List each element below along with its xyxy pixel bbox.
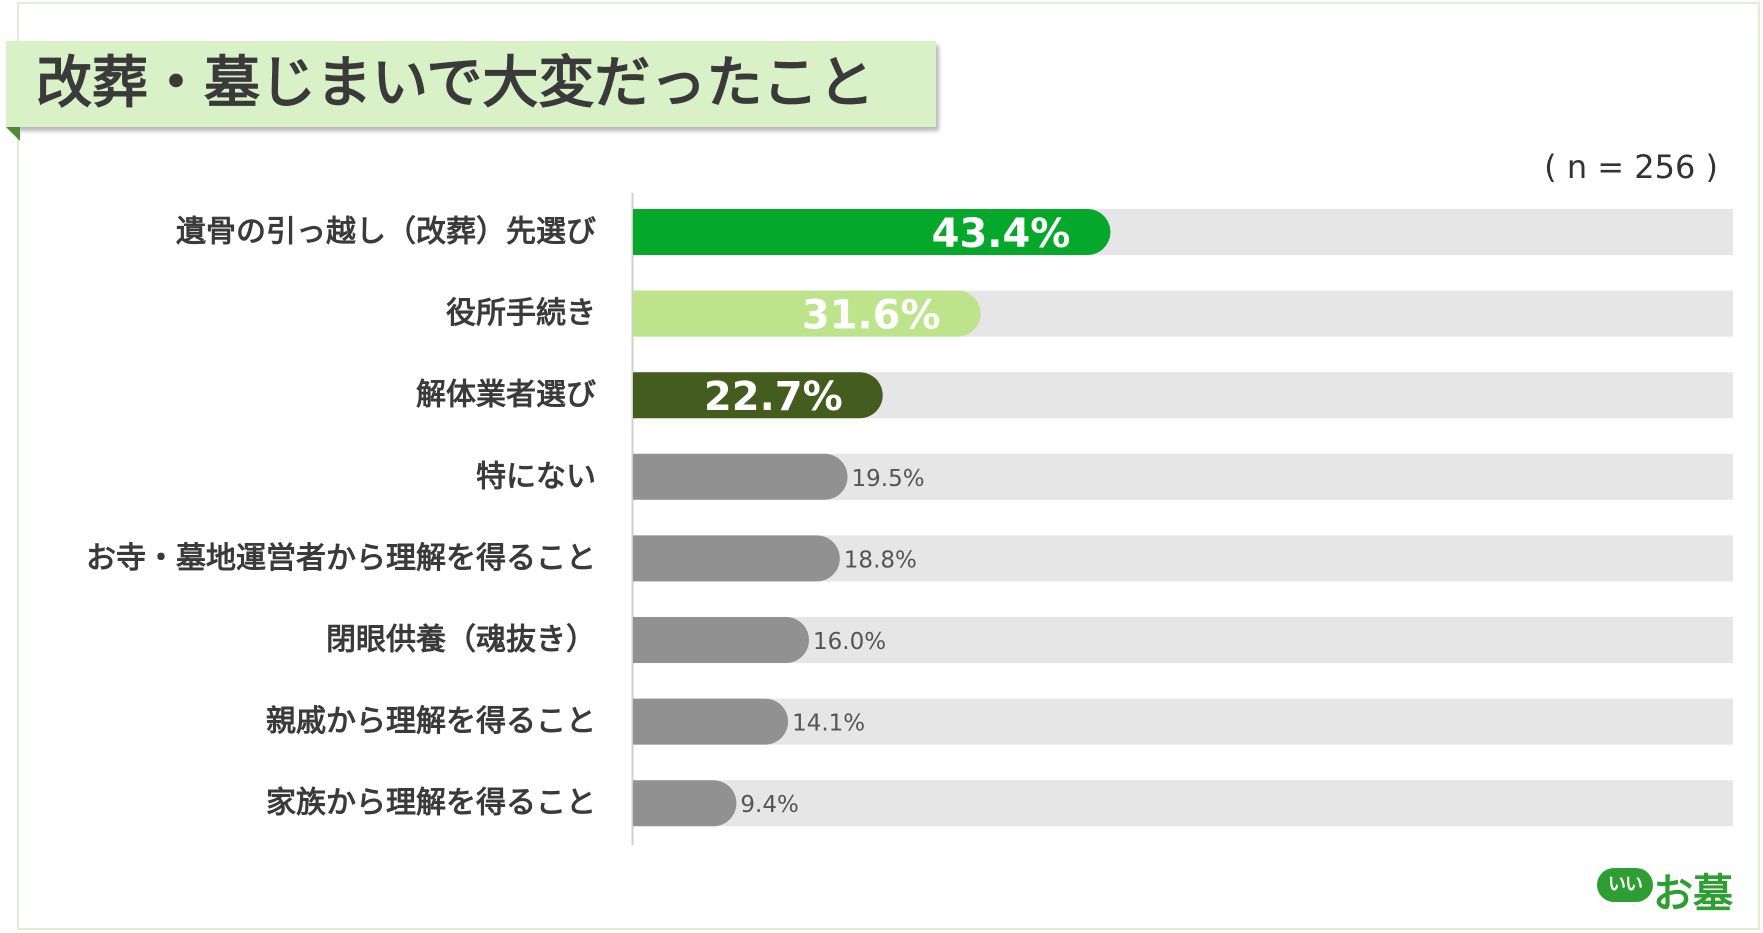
data-label: 18.8% [844, 547, 917, 573]
data-label: 9.4% [740, 792, 798, 818]
category-label: お寺・墓地運営者から理解を得ること [86, 541, 596, 576]
bar [633, 780, 737, 827]
category-label: 役所手続き [446, 296, 596, 331]
logo-badge: いい [1597, 868, 1653, 902]
category-label: 家族から理解を得ること [266, 786, 596, 821]
title-banner: 改葬・墓じまいで大変だったこと [6, 41, 936, 127]
data-label: 43.4% [932, 211, 1071, 257]
logo-text: お墓 [1653, 871, 1733, 917]
data-label: 31.6% [802, 293, 941, 339]
brand-logo: いい お墓 [1597, 865, 1733, 917]
category-label: 解体業者選び [416, 378, 596, 413]
bar-track [633, 617, 1733, 663]
category-label: 閉眼供養（魂抜き） [326, 623, 596, 658]
bar [633, 535, 840, 582]
chart-title: 改葬・墓じまいで大変だったこと [36, 51, 875, 116]
bar [633, 290, 981, 337]
data-label: 14.1% [792, 711, 865, 737]
bar-track [633, 780, 1733, 827]
bar [633, 453, 848, 500]
bar [633, 617, 809, 663]
category-label: 遺骨の引っ越し（改葬）先選び [176, 215, 596, 250]
data-label: 16.0% [813, 629, 886, 655]
data-label: 22.7% [704, 374, 843, 420]
data-label: 19.5% [852, 466, 925, 492]
category-label: 親戚から理解を得ること [266, 704, 596, 739]
bar [633, 372, 883, 419]
sample-size-label: ( n = 256 ) [1544, 148, 1718, 186]
bar-track [633, 698, 1733, 745]
category-label: 特にない [476, 459, 596, 494]
title-banner-tab [6, 127, 20, 141]
bar [633, 698, 789, 745]
bar [633, 209, 1111, 255]
